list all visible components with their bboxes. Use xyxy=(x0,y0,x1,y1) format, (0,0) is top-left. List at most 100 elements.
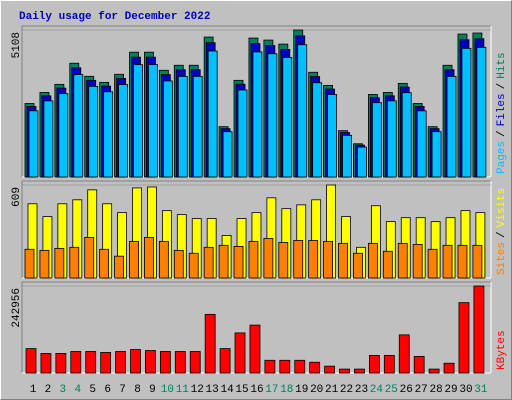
bar xyxy=(103,91,114,178)
bar xyxy=(39,249,50,279)
bar xyxy=(368,355,380,374)
bar xyxy=(323,240,334,279)
bar xyxy=(100,352,112,374)
bar xyxy=(55,353,67,374)
x-tick-label: 25 xyxy=(385,384,398,396)
x-tick-label: 22 xyxy=(340,384,353,396)
x-tick-label: 27 xyxy=(415,384,428,396)
x-tick-label: 26 xyxy=(400,384,413,396)
bar xyxy=(252,51,263,178)
bar xyxy=(263,238,274,279)
bar xyxy=(115,351,126,374)
bar xyxy=(458,302,470,374)
bar xyxy=(234,332,246,374)
legend-entry: Pages xyxy=(496,141,508,174)
bar xyxy=(339,368,350,374)
bar xyxy=(233,245,244,279)
bar xyxy=(130,349,141,374)
x-tick-label: 24 xyxy=(370,384,384,396)
x-tick-label: 11 xyxy=(176,384,190,396)
bar xyxy=(342,134,352,178)
bar xyxy=(192,76,203,178)
bar xyxy=(70,351,82,374)
bar xyxy=(312,82,323,178)
y-tick-label: 609 xyxy=(11,187,23,207)
bar xyxy=(367,242,378,279)
x-tick-label: 16 xyxy=(250,384,263,396)
bar xyxy=(293,240,304,279)
bar xyxy=(188,252,199,279)
x-tick-label: 21 xyxy=(325,384,339,396)
bar xyxy=(412,244,423,279)
y-tick-label: 5108 xyxy=(11,32,23,58)
x-tick-label: 3 xyxy=(60,384,67,396)
legend: Pages / Files / Hits xyxy=(496,52,508,174)
bar xyxy=(371,102,382,178)
bar xyxy=(133,64,143,178)
legend: KBytes xyxy=(496,330,508,370)
x-tick-label: 31 xyxy=(474,384,488,396)
bar xyxy=(88,85,99,178)
x-tick-label: 9 xyxy=(149,384,156,396)
bar xyxy=(114,255,124,279)
bar xyxy=(28,110,39,178)
x-tick-label: 10 xyxy=(161,384,174,396)
bar xyxy=(354,368,365,374)
bar xyxy=(219,348,231,374)
bar xyxy=(386,100,397,178)
legend-separator: / xyxy=(496,130,508,137)
x-tick-label: 13 xyxy=(206,384,219,396)
bar xyxy=(249,324,261,374)
bar xyxy=(73,74,84,178)
bar xyxy=(218,244,229,279)
bar xyxy=(461,47,472,178)
bar xyxy=(476,47,487,178)
bar xyxy=(24,248,35,279)
chart-title: Daily usage for December 2022 xyxy=(19,11,210,23)
bar xyxy=(84,236,95,279)
bar xyxy=(427,248,438,279)
x-tick-label: 20 xyxy=(310,384,323,396)
bar xyxy=(43,100,54,178)
bar xyxy=(416,110,427,178)
x-tick-label: 19 xyxy=(295,384,308,396)
bar xyxy=(25,348,37,374)
x-tick-label: 23 xyxy=(355,384,368,396)
bar xyxy=(159,351,171,374)
bar xyxy=(189,351,201,374)
bar xyxy=(222,131,233,178)
y-tick-label: 242956 xyxy=(11,288,23,328)
bar xyxy=(401,92,412,178)
bar xyxy=(428,368,440,374)
bar xyxy=(398,334,410,374)
legend-entry: Files xyxy=(496,93,508,126)
x-tick-label: 18 xyxy=(280,384,293,396)
bar xyxy=(353,252,363,279)
x-tick-label: 6 xyxy=(104,384,111,396)
bar xyxy=(457,244,468,279)
bar xyxy=(248,240,259,279)
bar xyxy=(397,242,408,279)
x-tick-label: 4 xyxy=(74,384,81,396)
bar xyxy=(294,359,306,374)
legend-entry: Hits xyxy=(496,52,508,78)
x-tick-label: 15 xyxy=(235,384,248,396)
bar xyxy=(431,131,442,178)
bar xyxy=(144,236,154,279)
x-tick-label: 28 xyxy=(430,384,443,396)
bar xyxy=(264,359,276,374)
x-tick-label: 1 xyxy=(30,384,37,396)
bar xyxy=(148,64,158,178)
bar xyxy=(204,313,216,374)
bar xyxy=(357,146,367,178)
bar xyxy=(443,362,455,374)
bar xyxy=(278,242,289,279)
x-tick-label: 30 xyxy=(459,384,472,396)
bar xyxy=(472,244,483,279)
bar xyxy=(40,353,52,374)
legend-entry: KBytes xyxy=(496,330,508,370)
bar xyxy=(158,240,169,279)
bar xyxy=(267,53,278,178)
